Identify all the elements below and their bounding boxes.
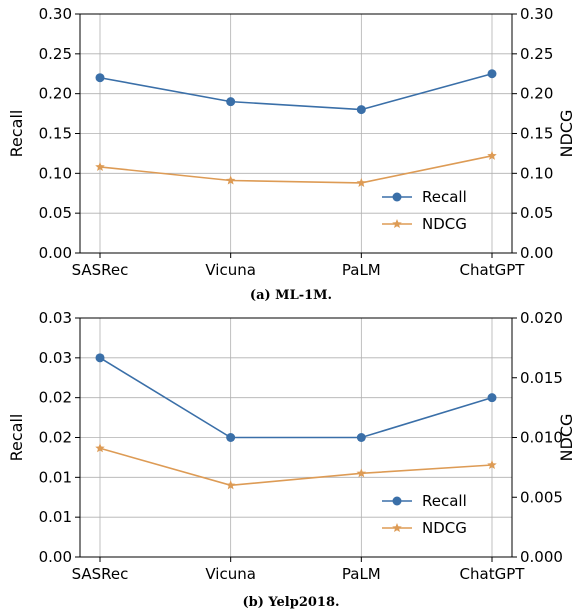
legend-marker-ndcg bbox=[392, 523, 402, 533]
y-axis-label: Recall bbox=[7, 110, 26, 158]
left-tick-label: 0.20 bbox=[39, 85, 72, 103]
data-point-ndcg bbox=[225, 175, 236, 185]
chart-b: 0.00 0.01 0.01 0.02 0.02 0.03 0.03 0.000 0.005 0.… bbox=[7, 309, 576, 610]
legend-label-ndcg: NDCG bbox=[422, 519, 467, 537]
chart-a: 0.00 0.05 0.10 0.15 0.20 0.25 0.30 0.00 0.05 0.10… bbox=[7, 5, 576, 303]
right-tick-label: 0.30 bbox=[520, 5, 553, 23]
data-point-ndcg bbox=[356, 177, 367, 187]
right-tick-label: 0.25 bbox=[520, 45, 553, 63]
left-tick-label: 0.00 bbox=[39, 548, 72, 566]
left-tick-label: 0.01 bbox=[39, 468, 72, 486]
right-tick-label: 0.010 bbox=[520, 429, 563, 447]
left-tick-label: 0.02 bbox=[39, 429, 72, 447]
data-point-recall bbox=[226, 97, 236, 107]
x-tick-label: Vicuna bbox=[205, 261, 256, 279]
data-point-ndcg bbox=[487, 459, 497, 470]
plot-frame bbox=[79, 317, 513, 558]
legend-label-recall: Recall bbox=[422, 188, 467, 206]
data-point-recall bbox=[487, 69, 497, 79]
data-point-ndcg bbox=[95, 161, 105, 172]
data-point-recall bbox=[95, 353, 105, 363]
data-point-recall bbox=[356, 105, 366, 115]
x-tick-label: Vicuna bbox=[205, 565, 256, 583]
x-tick-label: ChatGPT bbox=[460, 261, 526, 279]
right-tick-label: 0.005 bbox=[520, 488, 563, 506]
left-tick-label: 0.25 bbox=[39, 45, 72, 63]
legend-label-recall: Recall bbox=[422, 492, 467, 510]
y2-axis-label: NDCG bbox=[557, 414, 576, 462]
series-line-recall bbox=[99, 72, 493, 111]
y-axis-label: Recall bbox=[7, 414, 26, 462]
x-tick-label: PaLM bbox=[342, 565, 381, 583]
left-tick-label: 0.10 bbox=[39, 164, 72, 182]
left-tick-label: 0.02 bbox=[39, 389, 72, 407]
legend-label-ndcg: NDCG bbox=[422, 215, 467, 233]
left-tick-label: 0.03 bbox=[39, 309, 72, 327]
data-point-ndcg bbox=[487, 150, 497, 160]
legend-marker-ndcg bbox=[392, 219, 402, 229]
chart-caption: (a) ML-1M. bbox=[250, 288, 332, 303]
right-tick-label: 0.020 bbox=[520, 309, 563, 327]
legend: Recall NDCG bbox=[382, 492, 467, 537]
right-tick-label: 0.00 bbox=[520, 244, 553, 262]
right-tick-label: 0.05 bbox=[520, 204, 553, 222]
left-tick-label: 0.01 bbox=[39, 508, 72, 526]
data-point-recall bbox=[226, 433, 236, 442]
x-tick-label: SASRec bbox=[72, 261, 129, 279]
left-tick-label: 0.30 bbox=[39, 5, 72, 23]
series-line-recall bbox=[99, 357, 493, 439]
right-tick-label: 0.000 bbox=[520, 548, 563, 566]
left-tick-label: 0.00 bbox=[39, 244, 72, 262]
series-line-ndcg bbox=[99, 155, 493, 184]
left-tick-label: 0.15 bbox=[39, 125, 72, 143]
legend: Recall NDCG bbox=[382, 188, 467, 233]
left-tick-label: 0.03 bbox=[39, 349, 72, 367]
right-tick-label: 0.15 bbox=[520, 125, 553, 143]
data-point-ndcg bbox=[356, 468, 367, 478]
data-point-recall bbox=[95, 73, 105, 83]
plot-frame bbox=[79, 13, 513, 254]
chart-caption: (b) Yelp2018. bbox=[242, 595, 339, 610]
x-tick-label: ChatGPT bbox=[460, 565, 526, 583]
x-tick-label: SASRec bbox=[72, 565, 129, 583]
y2-axis-label: NDCG bbox=[557, 110, 576, 158]
data-point-ndcg bbox=[95, 443, 105, 453]
right-tick-label: 0.20 bbox=[520, 85, 553, 103]
left-tick-label: 0.05 bbox=[39, 204, 72, 222]
x-tick-label: PaLM bbox=[342, 261, 381, 279]
data-point-recall bbox=[356, 433, 366, 442]
right-tick-label: 0.015 bbox=[520, 369, 563, 387]
legend-marker-recall bbox=[392, 496, 402, 506]
series-line-ndcg bbox=[99, 447, 493, 487]
data-point-recall bbox=[487, 393, 497, 403]
legend-marker-recall bbox=[392, 192, 402, 202]
right-tick-label: 0.10 bbox=[520, 164, 553, 182]
data-point-ndcg bbox=[225, 480, 236, 490]
